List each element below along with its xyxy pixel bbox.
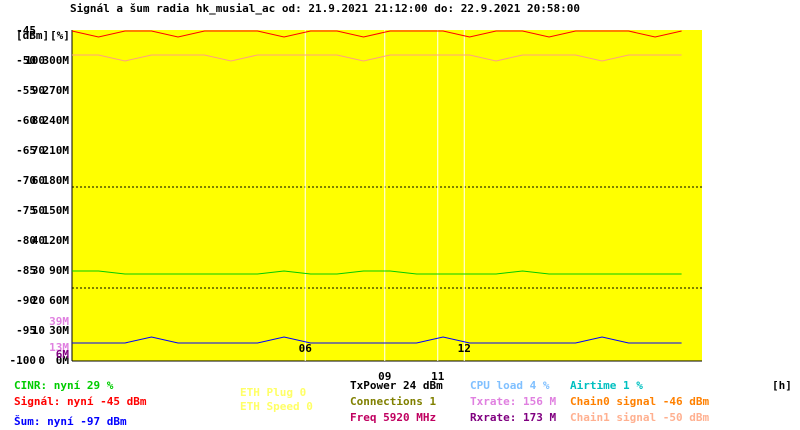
legend-entry: CPU load 4 % [470,379,550,392]
y-tick-label: -55 [16,84,36,97]
rate-marker: 6M [56,348,70,361]
y2-tick-label: 50 [32,204,45,217]
y3-tick-label: 210M [43,144,70,157]
y2-tick-label: 90 [32,84,45,97]
y3-tick-label: 0M [56,354,70,367]
series-line [72,336,682,344]
y3-tick-label: 120M [43,234,70,247]
y2-tick-label: 70 [32,144,45,157]
y2-tick-label: 80 [32,114,45,127]
chart-title: Signál a šum radia hk_musial_ac od: 21.9… [70,2,580,15]
y-tick-label: -70 [16,174,36,187]
y2-tick-label: 10 [32,324,45,337]
y-tick-label: -100 [10,354,37,367]
y3-tick-label: 300M [43,54,70,67]
y-tick-label: -45 [16,24,36,37]
y-tick-label: -50 [16,54,36,67]
y-tick-label: -80 [16,234,36,247]
legend-entry: Šum: nyní -97 dBm [14,415,127,428]
y-tick-label: -90 [16,294,36,307]
series-line [72,54,682,62]
y-tick-label: -65 [16,144,36,157]
rate-marker: 39M [49,315,69,328]
legend-entry: Signál: nyní -45 dBm [14,395,147,408]
legend-entry: Connections 1 [350,395,436,408]
y-tick-label: -75 [16,204,36,217]
y2-tick-label: 40 [32,234,45,247]
y3-tick-label: 60M [49,294,69,307]
y-tick-label: -85 [16,264,36,277]
y-tick-label: -60 [16,114,36,127]
rate-marker: 13M [49,341,69,354]
x-tick-label: 09 [378,370,391,383]
legend-entry: TxPower 24 dBm [350,379,443,392]
x-unit: [h] [772,379,792,392]
legend-entry: Txrate: 156 M [470,395,556,408]
y2-tick-label: 0 [38,354,45,367]
y2-tick-label: 100 [25,54,45,67]
legend-entry: Rxrate: 173 M [470,411,556,424]
legend-entry: Chain1 signal -50 dBm [570,411,709,424]
y3-tick-label: 30M [49,324,69,337]
y2-tick-label: 30 [32,264,45,277]
series-line [71,30,682,38]
legend-entry: ETH Plug 0 [240,386,306,399]
y-unit: [dBm] [16,29,49,42]
y3-tick-label: 150M [43,204,70,217]
plot-area [72,30,702,361]
y3-tick-label: 180M [43,174,70,187]
y2-tick-label: 20 [32,294,45,307]
x-tick-label: 06 [299,342,313,355]
y3-tick-label: 90M [49,264,69,277]
x-tick-label: 12 [458,342,471,355]
y2-unit: [%] [50,29,70,42]
legend-entry: Airtime 1 % [570,379,643,392]
y-tick-label: -95 [16,324,36,337]
y2-tick-label: 60 [32,174,45,187]
y3-tick-label: 240M [43,114,70,127]
series-line [72,270,682,275]
legend-entry: CINR: nyní 29 % [14,379,114,392]
x-tick-label: 11 [431,370,445,383]
legend-entry: Chain0 signal -46 dBm [570,395,709,408]
y3-tick-label: 270M [43,84,70,97]
legend-entry: ETH Speed 0 [240,400,313,413]
legend-entry: Freq 5920 MHz [350,411,436,424]
